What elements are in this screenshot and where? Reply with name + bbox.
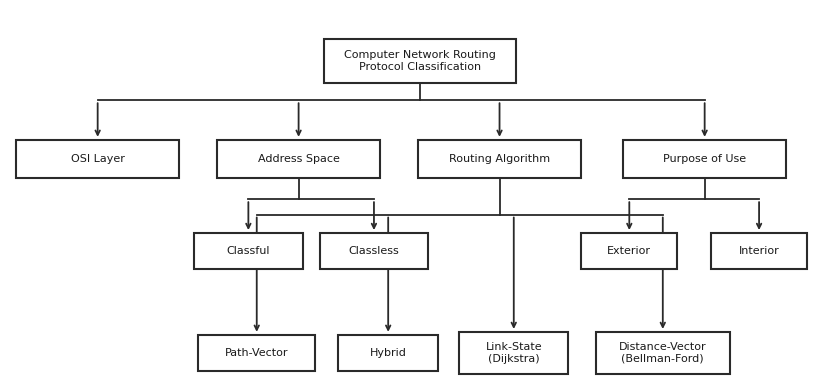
FancyBboxPatch shape (319, 233, 428, 269)
Text: Path-Vector: Path-Vector (225, 348, 288, 358)
FancyBboxPatch shape (596, 332, 730, 374)
Text: Classful: Classful (227, 246, 270, 256)
FancyBboxPatch shape (217, 140, 381, 178)
Text: OSI Layer: OSI Layer (71, 154, 124, 164)
Text: Hybrid: Hybrid (370, 348, 407, 358)
FancyBboxPatch shape (623, 140, 786, 178)
Text: Purpose of Use: Purpose of Use (663, 154, 746, 164)
Text: Classless: Classless (349, 246, 399, 256)
FancyBboxPatch shape (338, 335, 438, 371)
FancyBboxPatch shape (418, 140, 581, 178)
Text: Link-State
(Dijkstra): Link-State (Dijkstra) (486, 342, 542, 364)
FancyBboxPatch shape (194, 233, 302, 269)
Text: Address Space: Address Space (258, 154, 339, 164)
FancyBboxPatch shape (711, 233, 807, 269)
Text: Routing Algorithm: Routing Algorithm (449, 154, 550, 164)
FancyBboxPatch shape (16, 140, 179, 178)
FancyBboxPatch shape (581, 233, 677, 269)
Text: Exterior: Exterior (607, 246, 651, 256)
FancyBboxPatch shape (323, 39, 517, 83)
Text: Interior: Interior (738, 246, 780, 256)
Text: Distance-Vector
(Bellman-Ford): Distance-Vector (Bellman-Ford) (619, 342, 706, 364)
FancyBboxPatch shape (459, 332, 568, 374)
Text: Computer Network Routing
Protocol Classification: Computer Network Routing Protocol Classi… (344, 50, 496, 72)
FancyBboxPatch shape (198, 335, 315, 371)
